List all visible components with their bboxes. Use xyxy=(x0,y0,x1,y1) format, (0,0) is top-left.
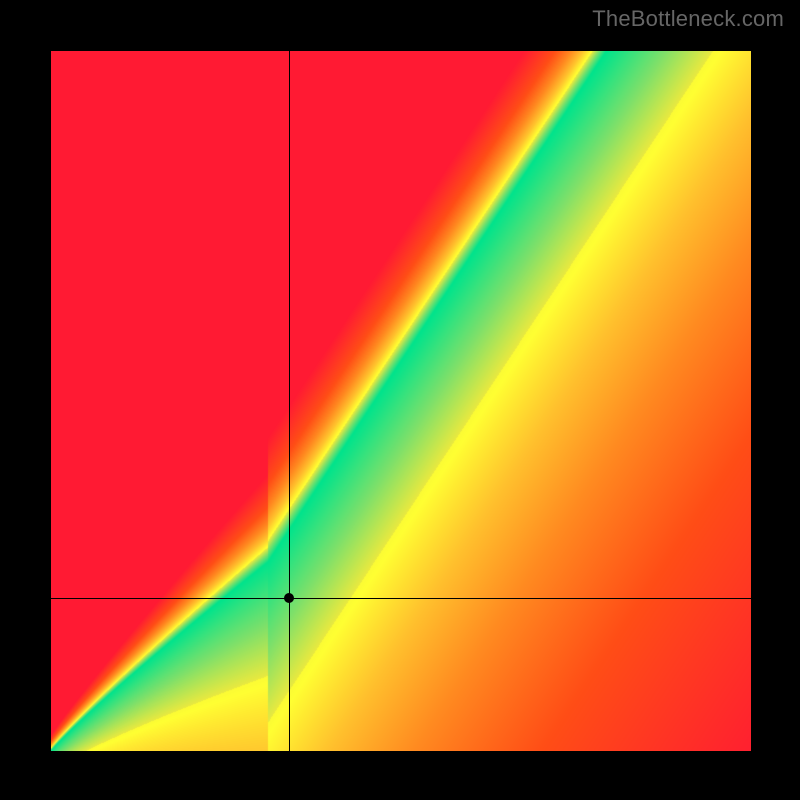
watermark-text: TheBottleneck.com xyxy=(592,6,784,32)
crosshair-dot xyxy=(284,593,294,603)
heatmap-canvas xyxy=(51,51,751,751)
chart-container: TheBottleneck.com xyxy=(0,0,800,800)
crosshair-horizontal xyxy=(51,598,751,599)
crosshair-vertical xyxy=(289,51,290,751)
plot-area xyxy=(51,51,751,751)
